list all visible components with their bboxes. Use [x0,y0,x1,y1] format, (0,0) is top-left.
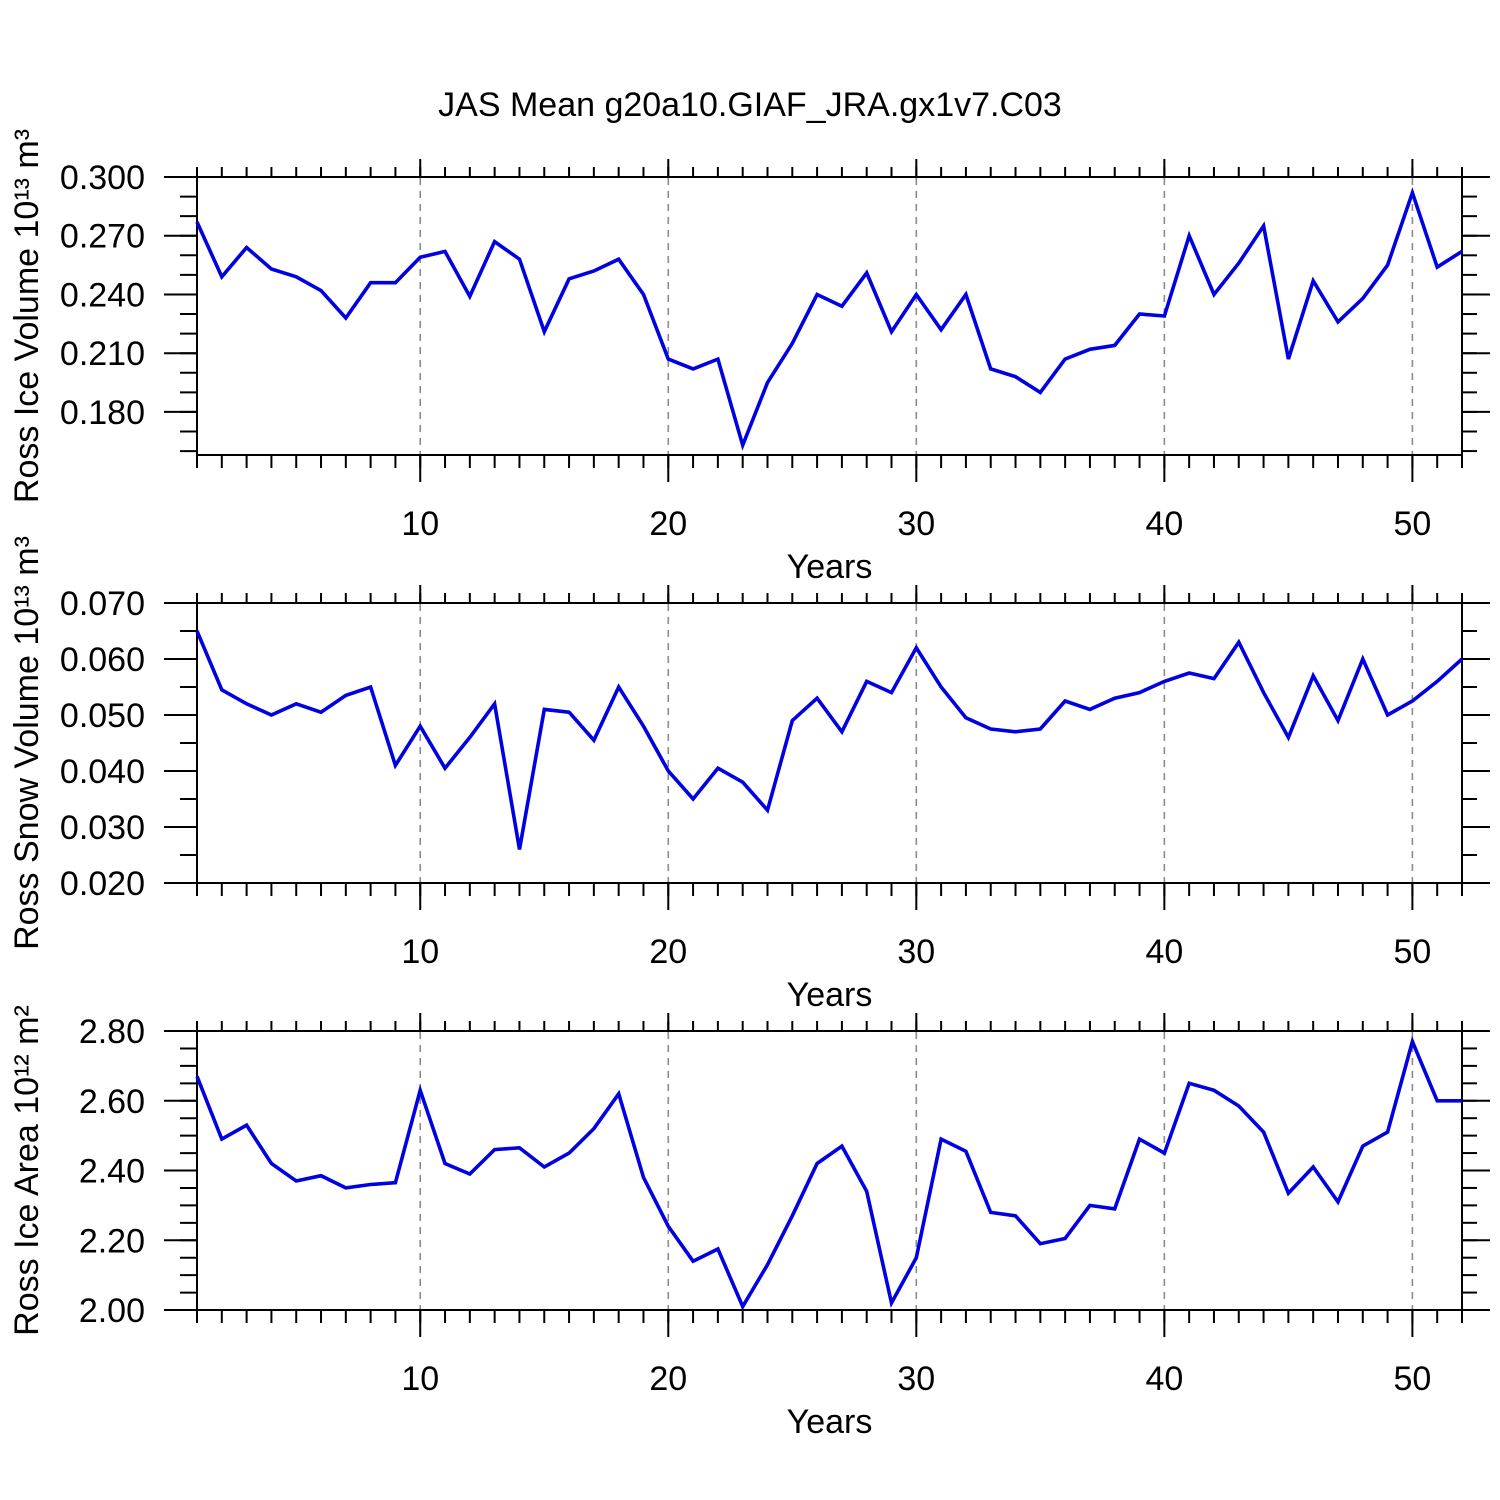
ross-ice-area-line [195,1035,1462,1311]
y-tick-label: 0.180 [60,394,145,432]
x-tick-label: 30 [897,505,935,543]
y-tick-label: 2.20 [79,1222,145,1260]
panel-frame [196,1030,1463,1311]
y-tick-label: 0.240 [60,276,145,314]
y-tick-label: 0.020 [60,865,145,903]
figure-title: JAS Mean g20a10.GIAF_JRA.gx1v7.C03 [438,86,1062,124]
y-tick-label: 0.040 [60,753,145,791]
x-axis-title: Years [787,1403,873,1441]
x-tick-label: 50 [1393,933,1431,971]
y-tick-label: 2.40 [79,1153,145,1191]
y-tick-label: 2.60 [79,1083,145,1121]
x-axis-title: Years [787,548,873,586]
y-tick-label: 2.80 [79,1013,145,1051]
y-tick-label: 0.300 [60,159,145,197]
y-axis-title: Ross Snow Volume 10¹³ m³ [8,536,46,950]
x-tick-label: 20 [649,505,687,543]
x-tick-label: 40 [1145,505,1183,543]
x-tick-label: 40 [1145,933,1183,971]
x-tick-label: 30 [897,1360,935,1398]
x-tick-label: 10 [401,933,439,971]
x-axis-title: Years [787,976,873,1014]
y-tick-label: 0.210 [60,335,145,373]
x-tick-label: 10 [401,505,439,543]
panel-frame [196,602,1463,884]
y-tick-label: 0.060 [60,641,145,679]
x-tick-label: 20 [649,933,687,971]
x-tick-label: 20 [649,1360,687,1398]
panel-ross-ice-volume: 10 20 30 40 50 0.180 0.210 0.240 0.270 0.300 Years… [8,129,1490,586]
y-tick-label: 0.270 [60,218,145,256]
x-tick-label: 40 [1145,1360,1183,1398]
y-axis-title: Ross Ice Volume 10¹³ m³ [8,129,46,503]
x-tick-label: 50 [1393,1360,1431,1398]
x-tick-label: 30 [897,933,935,971]
y-tick-label: 0.050 [60,697,145,735]
x-tick-label: 10 [401,1360,439,1398]
y-tick-label: 2.00 [79,1292,145,1330]
y-axis-title: Ross Ice Area 10¹² m² [8,1005,46,1336]
y-tick-label: 0.070 [60,585,145,623]
panel-ross-snow-volume: 10 20 30 40 50 0.020 0.030 0.040 0.050 0.060 0.070… [8,536,1490,1014]
x-tick-label: 50 [1393,505,1431,543]
panel-frame [196,176,1463,456]
panel-ross-ice-area: 10 20 30 40 50 2.00 2.20 2.40 2.60 2.80 Years Ross … [8,1005,1490,1441]
ross-snow-volume-line [195,630,1464,850]
ross-ice-volume-line [195,187,1463,451]
y-tick-label: 0.030 [60,809,145,847]
